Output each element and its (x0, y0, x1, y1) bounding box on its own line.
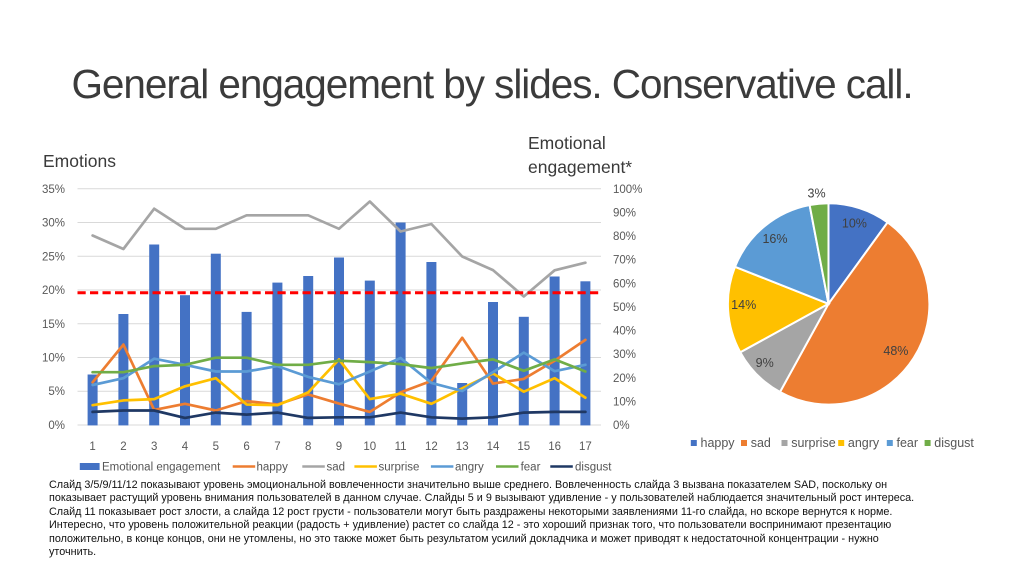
svg-text:16%: 16% (762, 232, 787, 246)
svg-text:4: 4 (182, 441, 189, 453)
svg-text:15%: 15% (42, 319, 65, 331)
svg-text:70%: 70% (613, 255, 636, 267)
svg-text:Emotional engagement: Emotional engagement (102, 462, 221, 474)
svg-text:9%: 9% (756, 356, 774, 370)
svg-text:1: 1 (89, 441, 95, 453)
svg-text:3%: 3% (808, 187, 826, 201)
svg-text:angry: angry (848, 436, 880, 450)
svg-text:fear: fear (521, 462, 541, 474)
svg-text:fear: fear (897, 436, 919, 450)
svg-text:sad: sad (327, 462, 346, 474)
svg-text:happy: happy (257, 462, 289, 474)
svg-text:0%: 0% (48, 420, 65, 432)
svg-text:surprise: surprise (791, 436, 836, 450)
svg-text:80%: 80% (613, 231, 636, 243)
svg-text:disgust: disgust (934, 436, 974, 450)
svg-text:5: 5 (213, 441, 219, 453)
svg-text:surprise: surprise (379, 462, 420, 474)
svg-text:angry: angry (455, 462, 484, 474)
svg-text:5%: 5% (48, 386, 65, 398)
svg-text:10%: 10% (842, 217, 867, 231)
svg-text:50%: 50% (613, 302, 636, 314)
svg-text:60%: 60% (613, 278, 636, 290)
svg-text:40%: 40% (613, 326, 636, 338)
svg-text:9: 9 (336, 441, 342, 453)
svg-text:15: 15 (517, 441, 530, 453)
svg-text:Emotional: Emotional (528, 133, 606, 153)
svg-text:3: 3 (151, 441, 157, 453)
svg-text:48%: 48% (883, 344, 908, 358)
svg-text:30%: 30% (613, 349, 636, 361)
svg-text:10%: 10% (42, 353, 65, 365)
svg-text:25%: 25% (42, 251, 65, 263)
svg-text:100%: 100% (613, 184, 642, 196)
svg-text:engagement*: engagement* (528, 157, 632, 177)
svg-text:20%: 20% (42, 285, 65, 297)
svg-text:10%: 10% (613, 396, 636, 408)
svg-text:20%: 20% (613, 373, 636, 385)
svg-text:16: 16 (548, 441, 561, 453)
svg-text:10: 10 (363, 441, 376, 453)
svg-text:14: 14 (487, 441, 500, 453)
svg-text:Emotions: Emotions (43, 151, 116, 171)
svg-text:13: 13 (456, 441, 469, 453)
svg-text:14%: 14% (731, 298, 756, 312)
svg-text:12: 12 (425, 441, 438, 453)
svg-text:6: 6 (243, 441, 249, 453)
svg-text:35%: 35% (42, 184, 65, 196)
svg-text:happy: happy (701, 436, 736, 450)
svg-text:11: 11 (395, 441, 407, 453)
svg-text:2: 2 (120, 441, 126, 453)
svg-text:30%: 30% (42, 218, 65, 230)
svg-text:disgust: disgust (575, 462, 612, 474)
svg-text:8: 8 (305, 441, 311, 453)
svg-text:0%: 0% (613, 420, 630, 432)
svg-text:7: 7 (274, 441, 280, 453)
svg-text:17: 17 (579, 441, 592, 453)
svg-text:sad: sad (751, 436, 771, 450)
svg-text:90%: 90% (613, 207, 636, 219)
